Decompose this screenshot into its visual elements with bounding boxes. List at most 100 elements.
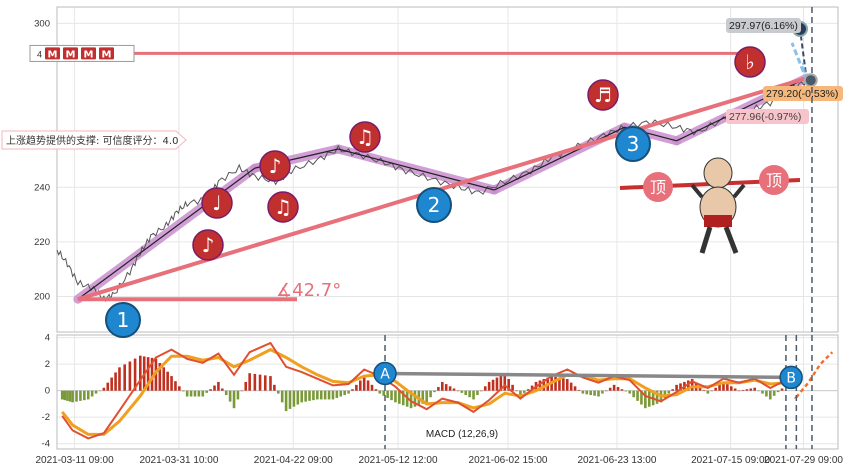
macd-histogram-bar [401,390,405,406]
forecast-down-label-box [726,109,809,124]
macd-histogram-bar [189,390,193,397]
macd-histogram-bar [221,388,224,391]
x-tick-label: 2021-06-23 13:00 [577,455,656,466]
macd-histogram-bar [158,362,162,391]
macd-histogram-bar [487,381,491,391]
uptrend-line [77,76,808,302]
macd-histogram-bar [296,390,300,405]
macd-histogram-bar [209,389,212,391]
macd-histogram-bar [593,390,596,396]
macd-histogram-bar [185,390,189,397]
forecast-up-label: 297.97(6.16%) [729,20,798,32]
macd-histogram-bar [608,387,612,391]
macd-histogram-bar [63,390,67,401]
macd-histogram-bar [538,380,542,391]
macd-histogram-bar [150,357,154,391]
macd-histogram-bar [679,383,682,391]
figure-arm [732,183,746,199]
macd-histogram-bar [483,386,487,391]
x-tick-label: 2021-03-11 09:00 [35,455,114,466]
axes: 2021-03-11 09:00 2021-03-31 10:00 2021-04-… [34,18,843,466]
macd-histogram-bar [499,375,503,391]
macd-histogram-bar [542,379,546,391]
forecast-mid-label-box [763,86,843,101]
badge-icon [81,47,96,60]
macd-histogram-bar [522,390,526,393]
price-panel-frame [56,6,839,333]
macd-histogram-bar [585,390,589,395]
note-node-icon [259,150,291,182]
macd-histogram-bar [276,390,280,394]
macd-histogram-bar [292,390,296,407]
macd-histogram-bar [753,387,756,391]
macd-histogram-bar [745,389,749,391]
macd-histogram-bar [573,386,577,391]
figure-head [703,157,733,189]
level-tag-label: 4 [37,49,42,59]
macd-histogram-bar [476,390,479,396]
macd-histogram-bar [690,379,694,391]
macd-histogram-bar [347,390,350,394]
macd-histogram-bar [86,390,90,400]
y-tick-label: 220 [34,237,50,248]
note-node-label: ♪ [269,154,282,178]
macd-histogram-bar [440,381,444,391]
top-label: 顶 [766,171,782,190]
macd-histogram-bar [749,388,753,391]
macd-histogram-bar [123,364,126,391]
note-node-icon [267,191,299,223]
macd-histogram-bar [503,373,507,391]
macd-histogram-bar [139,355,142,391]
macd-histogram-bar [181,390,185,392]
macd-histogram-bar [114,372,117,391]
badge-label: M [102,49,112,60]
macd-histogram-bar [456,390,460,392]
zigzag-segment [338,148,495,191]
macd-histogram-bar [589,390,592,396]
macd-histogram-bar [636,390,639,401]
macd-histogram-bar [331,390,335,400]
macd-histogram-bar [288,390,292,409]
trend-angle-label: ∡42.7° [276,280,341,301]
macd-histogram-bar [193,390,197,397]
macd-histogram-bar [273,384,276,391]
macd-histogram-bar [308,390,311,401]
macd-histogram-bar [166,371,169,391]
macd-divergence-line [385,371,792,380]
y-tick-label: 300 [34,18,50,29]
macd-histogram-bar [319,390,323,400]
macd-histogram-bar [671,389,674,391]
macd-histogram-bar [228,390,232,402]
macd-histogram-bar [448,386,452,391]
zigzag-segment [494,126,625,191]
macd-histogram-bar [565,379,569,391]
macd-histogram-bar [60,390,64,400]
macd-histogram-bar [197,390,201,397]
macd-histogram-bar [75,390,78,402]
macd-histogram-bar [244,381,248,391]
note-node-icon [201,187,233,219]
macd-histogram-bar [597,390,600,397]
macd-histogram-bar [409,390,413,409]
macd-histogram-bar [382,390,386,396]
macd-histogram-bar [248,373,251,391]
pivot-node [615,126,651,162]
macd-histogram-bar [269,376,272,391]
badge-icon [99,47,114,60]
macd-dif-line [61,341,787,440]
macd-histogram-bar [343,390,346,396]
macd-histogram-bar [511,384,514,391]
macd-histogram-bar [765,390,768,397]
macd-histogram-bar [205,390,208,393]
macd-histogram-bar [253,373,257,391]
note-node-label: ♫ [356,125,374,149]
macd-histogram-bar [675,384,678,391]
macd-histogram-bar [413,390,417,407]
x-tick-label: 2021-05-12 12:00 [359,455,438,466]
macd-histogram-bar [263,375,267,391]
forecast-band-line [790,42,809,81]
macd-histogram-bar [468,390,471,398]
